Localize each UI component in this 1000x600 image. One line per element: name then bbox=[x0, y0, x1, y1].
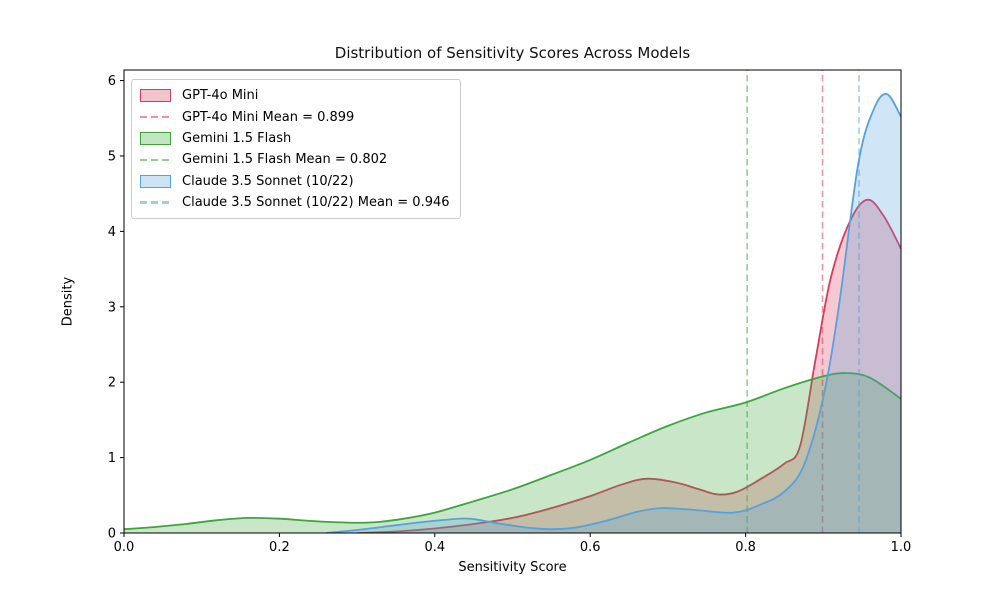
x-tick-label: 0.0 bbox=[114, 540, 135, 555]
legend-patch-icon bbox=[140, 89, 171, 103]
legend-dash-icon bbox=[140, 115, 171, 119]
kde-area-gpt-4o-mini bbox=[357, 199, 901, 533]
kde-curve-gemini-1-5-flash bbox=[124, 372, 901, 531]
kde-curves bbox=[124, 70, 901, 533]
y-tick-label: 5 bbox=[108, 149, 116, 164]
legend-item-gpt-4o-mini: GPT-4o Mini bbox=[140, 85, 450, 106]
legend-item-gemini-1-5-flash: Gemini 1.5 Flash bbox=[140, 128, 450, 149]
legend-item-gemini-1-5-flash-mean: Gemini 1.5 Flash Mean = 0.802 bbox=[140, 149, 450, 170]
y-tick-label: 1 bbox=[108, 451, 116, 466]
y-tick-label: 4 bbox=[108, 225, 116, 240]
legend-mean-label: Gemini 1.5 Flash Mean = 0.802 bbox=[182, 152, 388, 168]
kde-curve-claude-3-5-sonnet-10-22 bbox=[325, 93, 901, 533]
legend-patch-icon bbox=[140, 174, 171, 188]
legend-dash-icon bbox=[140, 201, 171, 204]
legend-label: Claude 3.5 Sonnet (10/22) bbox=[182, 173, 354, 189]
legend-item-claude-3-5-sonnet-10-22: Claude 3.5 Sonnet (10/22) bbox=[140, 171, 450, 192]
x-tick-label: 0.4 bbox=[424, 540, 445, 555]
legend-item-gpt-4o-mini-mean: GPT-4o Mini Mean = 0.899 bbox=[140, 106, 450, 127]
legend-label: Gemini 1.5 Flash bbox=[182, 130, 292, 146]
legend-patch-icon bbox=[140, 131, 171, 145]
x-tick-label: 0.2 bbox=[269, 540, 290, 555]
x-tick-label: 0.6 bbox=[580, 540, 601, 555]
y-tick-label: 0 bbox=[108, 527, 116, 542]
legend-item-claude-3-5-sonnet-10-22-mean: Claude 3.5 Sonnet (10/22) Mean = 0.946 bbox=[140, 192, 450, 213]
legend-dash-icon bbox=[140, 158, 171, 162]
legend: GPT-4o Mini GPT-4o Mini Mean = 0.899 Gemin… bbox=[131, 79, 461, 220]
kde-curve-gpt-4o-mini bbox=[357, 198, 901, 533]
y-tick-label: 2 bbox=[108, 376, 116, 391]
x-axis-label: Sensitivity Score bbox=[458, 560, 567, 575]
axes-border bbox=[123, 69, 902, 534]
legend-label: GPT-4o Mini bbox=[182, 88, 259, 104]
axis-ticks: 0.0 0.2 0.4 0.6 0.8 1.0 0 1 2 3 4 5 6 bbox=[108, 74, 912, 555]
y-tick-label: 6 bbox=[108, 74, 116, 89]
legend-mean-label: Claude 3.5 Sonnet (10/22) Mean = 0.946 bbox=[182, 195, 450, 211]
x-tick-label: 1.0 bbox=[891, 540, 912, 555]
y-axis-label: Density bbox=[60, 276, 76, 327]
y-tick-label: 3 bbox=[108, 300, 116, 315]
legend-mean-label: GPT-4o Mini Mean = 0.899 bbox=[182, 109, 355, 125]
kde-area-claude-3-5-sonnet-10-22 bbox=[326, 93, 901, 533]
chart-title: Distribution of Sensitivity Scores Acros… bbox=[334, 44, 691, 62]
x-tick-label: 0.8 bbox=[735, 540, 756, 555]
